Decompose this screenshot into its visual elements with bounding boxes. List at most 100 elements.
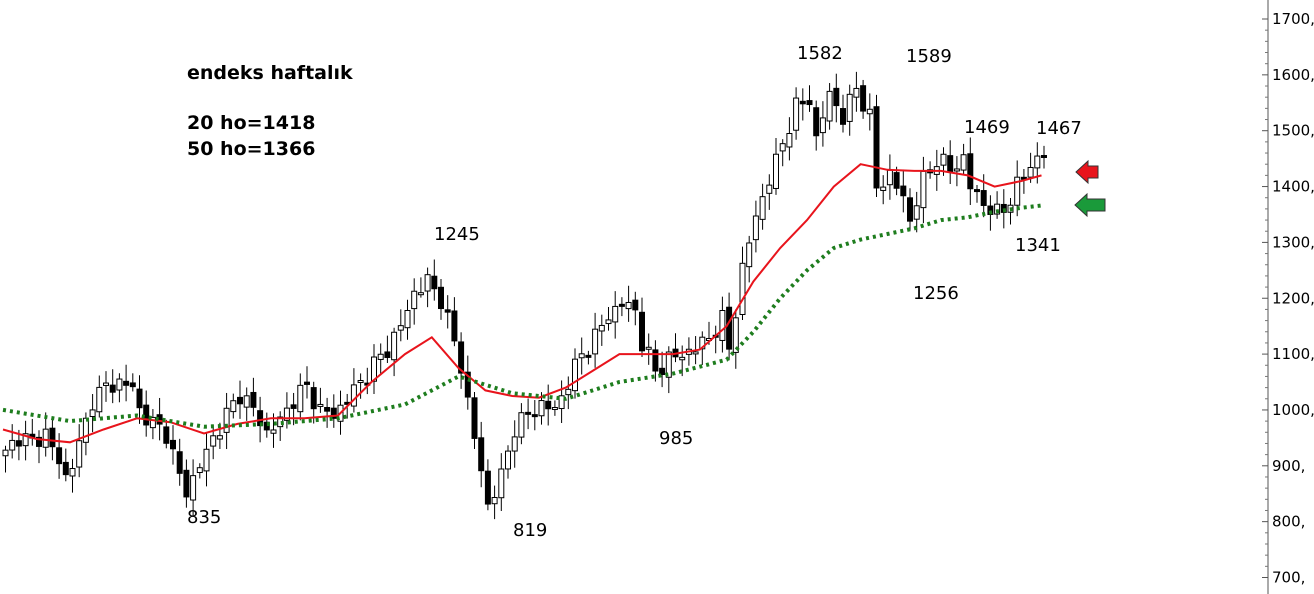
candle-down (900, 185, 907, 197)
candle-up (116, 378, 123, 391)
y-tick-label: 700, (1272, 569, 1305, 587)
candle-down (451, 310, 458, 342)
candle-down (123, 380, 130, 386)
candle-up (732, 317, 739, 353)
candle-up (417, 292, 424, 296)
candle-down (967, 153, 974, 190)
candle-down (49, 427, 56, 448)
annotation-1467: 1467 (1036, 118, 1082, 139)
candle-down (250, 391, 257, 408)
candle-up (76, 440, 83, 468)
candle-down (813, 107, 820, 137)
ma50-label: 50 ho=1366 (187, 138, 315, 160)
candle-up (203, 448, 210, 472)
red-arrow-icon (1075, 159, 1099, 185)
candle-down (726, 306, 733, 350)
candle-up (22, 433, 29, 447)
candle-up (598, 324, 605, 332)
candle-down (531, 414, 538, 418)
candle-up (994, 203, 1001, 215)
candle-down (907, 197, 913, 222)
annotation-1256: 1256 (913, 283, 959, 304)
ma50-line (2, 203, 1042, 429)
candle-down (458, 341, 465, 374)
candle-up (880, 186, 887, 191)
candle-down (860, 85, 867, 112)
green-arrow-icon (1074, 192, 1106, 218)
candle-up (779, 143, 786, 152)
candle-up (913, 205, 920, 220)
candle-up (752, 215, 759, 241)
y-tick-label: 1700, (1272, 10, 1314, 28)
candle-up (853, 87, 860, 98)
candle-up (592, 328, 599, 355)
candle-up (625, 301, 632, 310)
candle-down (1041, 155, 1047, 159)
candle-up (69, 468, 76, 477)
candle-up (371, 356, 377, 382)
ma20-label: 20 ho=1418 (187, 112, 315, 134)
candle-up (746, 242, 753, 268)
candle-up (82, 417, 89, 443)
candle-up (424, 274, 431, 292)
moving-averages (2, 163, 1042, 444)
candle-up (786, 133, 793, 148)
candle-up (518, 412, 525, 438)
candle-down (62, 461, 69, 476)
candle-up (2, 449, 9, 457)
candle-up (230, 400, 237, 413)
price-annotations: 1582 1589 1469 1467 1341 1256 1245 835 819 985 (187, 43, 1082, 541)
candle-up (793, 97, 800, 131)
candle-up (565, 388, 572, 396)
candle-up (283, 407, 290, 421)
candle-up (773, 153, 779, 189)
candle-down (659, 367, 666, 376)
candle-down (545, 400, 552, 410)
candle-up (1014, 176, 1021, 206)
candle-down (525, 411, 532, 415)
candle-up (692, 351, 699, 355)
candle-up (491, 497, 498, 505)
candle-up (223, 407, 230, 433)
candle-up (9, 439, 16, 451)
y-tick-label: 1300, (1272, 233, 1314, 251)
candle-up (511, 436, 518, 452)
candle-up (538, 400, 545, 417)
ma20-line (2, 163, 1042, 444)
annotation-1582: 1582 (797, 43, 843, 64)
y-tick-label: 1100, (1272, 345, 1314, 363)
candle-down (974, 189, 980, 193)
candle-up (190, 475, 197, 501)
candle-down (652, 349, 659, 372)
y-tick-label: 1600, (1272, 66, 1314, 84)
annotation-835: 835 (187, 507, 221, 528)
candle-up (89, 409, 96, 418)
candle-up (196, 467, 203, 474)
candle-down (129, 382, 136, 388)
candle-up (210, 435, 217, 447)
y-tick-label: 800, (1272, 513, 1305, 531)
candle-up (719, 310, 726, 341)
candle-up (1027, 166, 1034, 178)
candle-up (149, 416, 156, 429)
candle-down (980, 190, 987, 206)
candle-up (411, 290, 418, 310)
candle-up (357, 380, 364, 384)
candle-down (431, 275, 438, 290)
annotation-819: 819 (513, 520, 547, 541)
candle-up (645, 346, 652, 350)
candle-up (404, 309, 411, 329)
candle-up (297, 384, 304, 413)
candle-up (397, 325, 404, 331)
candle-down (310, 387, 317, 410)
candle-down (237, 396, 243, 405)
y-tick-label: 900, (1272, 457, 1305, 475)
candle-down (170, 439, 176, 450)
candle-up (940, 153, 947, 166)
candle-up (699, 336, 706, 350)
candle-down (438, 286, 444, 310)
candle-up (759, 196, 766, 220)
candle-up (866, 108, 873, 115)
candle-down (833, 87, 840, 107)
